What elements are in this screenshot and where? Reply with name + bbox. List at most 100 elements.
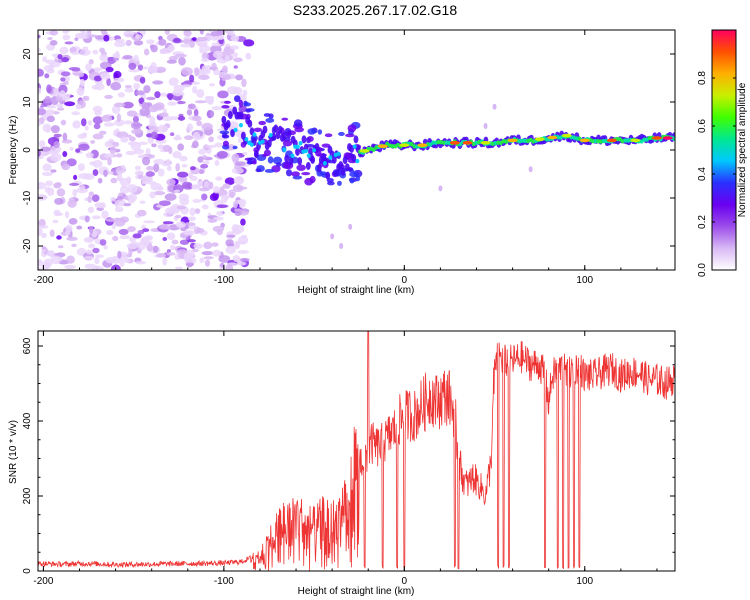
spectrogram-noise-blob <box>127 141 140 146</box>
spectrogram-noise-blob <box>136 209 147 217</box>
spectrogram-blob <box>267 156 274 164</box>
spectrogram-noise-blob <box>128 248 133 256</box>
spectrogram-noise-blob <box>126 110 138 117</box>
spectrogram-noise-blob <box>110 196 117 202</box>
spectrogram-noise-blob <box>53 133 62 138</box>
spectrogram-noise-blob <box>230 35 240 42</box>
spectrogram-noise-blob <box>172 89 184 97</box>
spectrogram-noise-blob <box>167 101 178 106</box>
spectrogram-noise-blob <box>182 38 191 45</box>
colorbar-gradient <box>712 30 736 270</box>
spectrogram-blob <box>276 162 282 167</box>
spectrogram-y-tick-label: 0 <box>22 147 33 153</box>
spectrogram-noise-blob <box>181 67 193 76</box>
spectrogram-noise-blob <box>69 47 77 53</box>
spectrogram-noise-blob <box>40 146 51 152</box>
spectrogram-noise-blob <box>64 101 76 107</box>
spectrogram-ridge-band <box>351 154 357 163</box>
spectrogram-ridge-core <box>290 153 295 159</box>
spectrogram-noise-blob <box>47 36 53 41</box>
spectrogram-noise-blob <box>192 131 201 141</box>
spectrogram-noise-blob <box>80 118 87 127</box>
spectrogram-noise-blob <box>85 238 93 242</box>
spectrogram-noise-blob <box>141 102 151 110</box>
spectrogram-blob <box>347 124 357 133</box>
spectrogram-noise-blob <box>38 182 47 190</box>
spectrogram-noise-blob <box>134 165 142 171</box>
spectrogram-ridge-core <box>295 144 300 150</box>
spectrogram-noise-blob <box>177 100 186 105</box>
spectrogram-noise-blob <box>64 264 76 270</box>
spectrogram-noise-blob <box>116 196 124 200</box>
spectrogram-noise-blob <box>104 141 112 148</box>
spectrogram-noise-blob <box>56 107 65 111</box>
spectrogram-x-tick-label: -200 <box>33 275 53 286</box>
spectrogram-ridge-band <box>310 155 316 164</box>
spectrogram-noise-blob <box>143 48 150 56</box>
spectrogram-ridge-core <box>233 127 238 133</box>
spectrogram-ridge-peak <box>399 143 410 147</box>
spectrogram-noise-blob <box>85 63 92 71</box>
spectrogram-noise-blob <box>38 149 41 157</box>
spectrogram-noise-blob <box>173 37 181 43</box>
spectrogram-blob <box>307 135 314 142</box>
spectrogram-noise-blob <box>112 57 120 61</box>
spectrogram-noise-blob <box>75 148 81 153</box>
spectrogram-noise-blob <box>186 109 193 116</box>
spectrogram-ridge-core <box>322 161 327 166</box>
spectrogram-noise-blob <box>226 234 236 238</box>
spectrogram-noise-blob <box>184 135 194 141</box>
spectrogram-noise-blob <box>116 167 124 171</box>
spectrogram-ridge-band <box>286 130 292 139</box>
spectrogram-noise-blob <box>237 235 249 245</box>
spectrogram-noise-blob <box>224 55 230 62</box>
snr-x-tick-label: 100 <box>576 576 593 587</box>
spectrogram-noise-blob <box>200 163 209 169</box>
spectrogram-noise-blob <box>162 257 168 266</box>
spectrogram-ridge-band <box>282 131 287 140</box>
spectrogram-blob <box>282 140 293 147</box>
spectrogram-noise-blob <box>135 260 147 265</box>
spectrogram-noise-blob <box>145 148 151 156</box>
spectrogram-noise-blob <box>38 194 48 201</box>
spectrogram-noise-blob <box>103 245 108 250</box>
spectrogram-noise-blob <box>236 261 247 266</box>
spectrogram-x-tick-label: 100 <box>576 275 593 286</box>
spectrogram-noise-blob <box>60 119 67 126</box>
spectrogram-noise-blob <box>133 54 139 63</box>
spectrogram-noise-blob <box>71 68 81 72</box>
spectrogram-noise-blob <box>88 191 95 197</box>
spectrogram-noise-blob <box>101 210 109 220</box>
spectrogram-noise-blob <box>216 210 224 217</box>
spectrogram-ridge-band <box>277 125 283 134</box>
spectrogram-noise-blob <box>105 218 118 222</box>
spectrogram-noise-blob <box>112 235 119 242</box>
spectrogram-noise-blob <box>87 120 93 126</box>
spectrogram-noise-blob <box>62 150 68 157</box>
snr-x-tick-label: -100 <box>214 576 234 587</box>
spectrogram-ridge-core <box>252 132 257 137</box>
spectrogram-noise-blob <box>104 94 113 100</box>
spectrogram-noise-blob <box>50 125 60 134</box>
spectrogram-ridge <box>219 95 675 249</box>
spectrogram-noise-blob <box>120 136 129 143</box>
spectrogram-noise-blob <box>123 203 132 207</box>
spectrogram-noise-blob <box>210 36 220 41</box>
spectrogram-noise-blobs <box>38 30 255 270</box>
spectrogram-ridge-core <box>298 141 303 146</box>
spectrogram-noise-blob <box>235 161 246 167</box>
spectrogram-noise-blob <box>240 218 246 226</box>
spectrogram-noise-blob <box>139 107 151 117</box>
spectrogram-noise-blob <box>210 110 215 118</box>
spectrogram-noise-blob <box>92 160 103 168</box>
spectrogram-noise-blob <box>86 249 93 255</box>
spectrogram-noise-blob <box>138 97 145 104</box>
spectrogram-noise-blob <box>217 90 229 99</box>
spectrogram-ridge-band <box>230 129 235 138</box>
spectrogram-noise-blob <box>166 252 176 256</box>
spectrogram-noise-blob <box>232 184 244 193</box>
spectrogram-noise-blob <box>171 239 179 245</box>
spectrogram-noise-blob <box>38 120 42 126</box>
spectrogram-noise-blob <box>212 249 222 257</box>
